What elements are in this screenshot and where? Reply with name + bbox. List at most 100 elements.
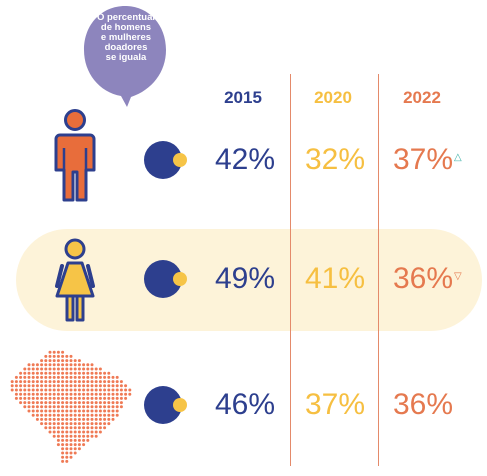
map-dot [69,388,73,392]
map-dot [115,380,119,384]
map-dot [90,375,94,379]
map-dot [44,380,48,384]
map-dot [103,392,107,396]
map-dot [61,367,65,371]
map-dot [73,380,77,384]
map-dot [23,392,27,396]
map-dot [65,384,69,388]
map-dot [61,405,65,409]
map-dot [44,354,48,358]
pie-indicator-dot [173,272,187,286]
map-dot [61,363,65,367]
map-dot [90,396,94,400]
map-dot [73,438,77,442]
map-dot [61,359,65,363]
map-dot [40,422,44,426]
map-dot [19,371,23,375]
map-dot [107,388,111,392]
map-dot [107,384,111,388]
map-dot [82,434,86,438]
map-dot [48,354,52,358]
map-dot [115,388,119,392]
map-dot [115,392,119,396]
pie-indicator [144,260,187,298]
map-dot [14,375,18,379]
map-dot [73,392,77,396]
map-dot [82,384,86,388]
year-header-2015: 2015 [224,88,262,107]
map-dot [61,396,65,400]
map-dot [94,426,98,430]
map-dot [73,413,77,417]
column-divider-2 [378,74,379,466]
map-dot [73,401,77,405]
map-dot [69,375,73,379]
map-dot [115,405,119,409]
map-dot [65,392,69,396]
map-dot [111,401,115,405]
map-dot [31,375,35,379]
map-dot [69,401,73,405]
map-dot [61,401,65,405]
map-dot [44,409,48,413]
map-dot [82,367,86,371]
map-dot [107,422,111,426]
map-dot [40,388,44,392]
map-dot [56,363,60,367]
map-dot [65,359,69,363]
map-dot [27,384,31,388]
map-dot [77,409,81,413]
map-dot [115,409,119,413]
map-dot [27,380,31,384]
map-dot [35,396,39,400]
bubble-line-1: O percentual [96,12,156,23]
map-dot [35,401,39,405]
map-dot [52,401,56,405]
pie-indicator-body [144,386,182,424]
map-dot [31,384,35,388]
map-dot [48,363,52,367]
map-dot [48,409,52,413]
map-dot [44,417,48,421]
map-dot [65,371,69,375]
map-dot [111,388,115,392]
map-dot [61,434,65,438]
map-dot [86,384,90,388]
map-dot [40,405,44,409]
map-dot [65,438,69,442]
map-dot [65,459,69,463]
map-dot [69,443,73,447]
map-dot [107,392,111,396]
map-dot [82,380,86,384]
map-dot [98,396,102,400]
map-dot [115,384,119,388]
map-dot [19,380,23,384]
map-dot [56,396,60,400]
map-dot [119,405,123,409]
map-dot [65,388,69,392]
map-dot [82,409,86,413]
map-dot [23,375,27,379]
map-dot [73,359,77,363]
map-dot [86,426,90,430]
map-dot [69,367,73,371]
map-dot [61,438,65,442]
map-dot [73,375,77,379]
map-dot [56,413,60,417]
map-dot [35,363,39,367]
map-dot [56,422,60,426]
map-dot [52,417,56,421]
map-dot [44,375,48,379]
year-header-2020: 2020 [314,88,352,107]
highlight-band [16,229,482,331]
map-dot [73,384,77,388]
map-dot [77,396,81,400]
map-dot [77,426,81,430]
map-dot [73,430,77,434]
map-dot [44,401,48,405]
map-dot [90,405,94,409]
map-dot [56,426,60,430]
map-dot [65,455,69,459]
value-cell: 37% [304,388,366,421]
map-dot [27,401,31,405]
